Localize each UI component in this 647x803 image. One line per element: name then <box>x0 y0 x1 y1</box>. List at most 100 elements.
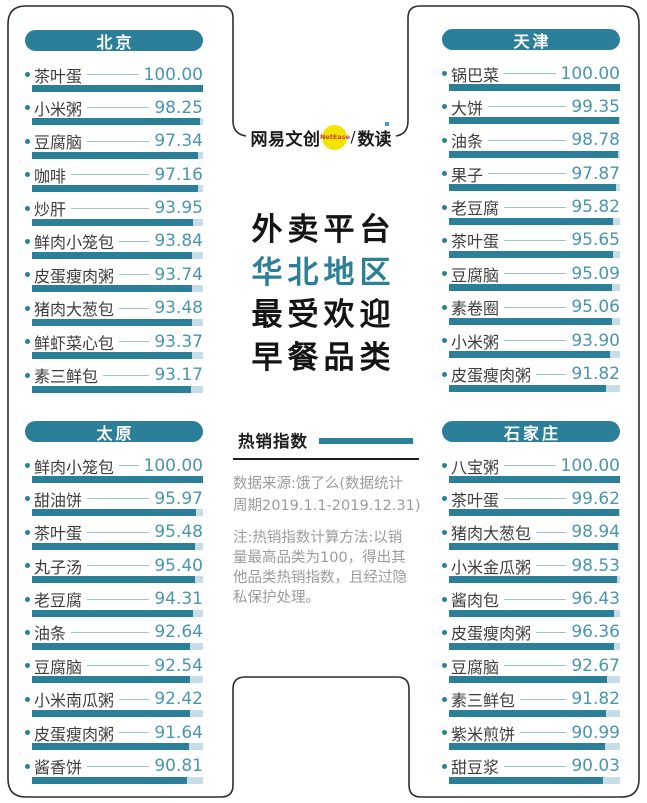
bullet-icon <box>442 596 447 602</box>
bar-fill <box>449 709 606 717</box>
item-row: 甜豆浆 90.03 <box>442 756 620 789</box>
item-row: 酱香饼 90.81 <box>25 756 203 789</box>
item-row-top: 豆腐脑 97.34 <box>25 131 203 152</box>
item-value: 99.62 <box>571 488 620 509</box>
item-label: 皮蛋瘦肉粥 <box>451 366 532 386</box>
bar-track <box>449 642 620 650</box>
item-row-top: 豆腐脑 92.67 <box>442 655 620 677</box>
logo-sub-label: 数读 <box>357 129 392 150</box>
item-value: 98.53 <box>571 555 620 576</box>
item-row: 猪肉大葱包 93.48 <box>25 298 203 331</box>
city-panel-tianjin: 天津 锅巴菜 100.00 大饼 99.35 油条 98.78 <box>442 29 620 397</box>
leader-line <box>504 306 567 308</box>
bullet-icon <box>25 596 30 602</box>
netease-logo: 网易文创 NetEase / 数读 <box>233 121 409 151</box>
netease-badge-icon: NetEase <box>319 124 350 150</box>
logo-badge-text: NetEase <box>319 133 350 141</box>
bar-track <box>32 642 203 650</box>
item-label: 豆腐脑 <box>34 657 83 677</box>
item-row: 八宝粥 100.00 <box>442 455 620 488</box>
leader-line <box>119 698 150 700</box>
panel-body: 八宝粥 100.00 茶叶蛋 99.62 猪肉大葱包 98.94 <box>442 455 620 789</box>
bar-fill <box>449 351 610 359</box>
item-value: 96.36 <box>571 622 620 643</box>
item-value: 94.31 <box>154 589 203 610</box>
leader-line <box>119 341 150 343</box>
item-row-top: 皮蛋瘦肉粥 96.36 <box>442 622 620 643</box>
item-row-top: 猪肉大葱包 93.48 <box>25 298 203 319</box>
bar-track <box>449 676 620 684</box>
bullet-icon <box>25 496 30 502</box>
bar-fill <box>449 117 619 125</box>
leader-line <box>119 240 150 242</box>
item-row-top: 素三鲜包 91.82 <box>442 689 620 710</box>
item-label: 素三鲜包 <box>451 691 516 711</box>
item-value: 92.42 <box>154 689 203 710</box>
bar-fill <box>449 743 605 751</box>
item-row: 锅巴菜 100.00 <box>442 63 620 96</box>
item-label: 果子 <box>451 165 484 185</box>
item-label: 豆腐脑 <box>34 133 83 153</box>
item-label: 素卷圈 <box>451 299 500 319</box>
bullet-icon <box>25 463 30 468</box>
item-value: 97.87 <box>571 163 620 184</box>
item-row: 豆腐脑 97.34 <box>25 131 203 164</box>
panel-body: 茶叶蛋 100.00 小米粥 98.25 豆腐脑 97.34 <box>25 64 203 398</box>
item-value: 93.95 <box>154 198 203 219</box>
bar-track <box>449 576 620 584</box>
item-value: 98.94 <box>571 522 620 543</box>
bullet-icon <box>442 304 447 310</box>
title-line-3: 最受欢迎 <box>251 297 396 333</box>
item-label: 酱肉包 <box>451 591 500 611</box>
bar-track <box>449 509 620 517</box>
bar-track <box>32 218 203 226</box>
bullet-icon <box>25 272 30 278</box>
item-row-top: 豆腐脑 92.54 <box>25 655 203 677</box>
leader-line <box>504 206 567 208</box>
item-value: 98.78 <box>571 130 620 151</box>
leader-line <box>488 139 567 141</box>
bar-fill <box>32 709 191 717</box>
city-pill-label: 太原 <box>96 423 135 443</box>
bar-track <box>449 743 620 751</box>
bullet-icon <box>442 563 447 569</box>
item-row-top: 油条 92.64 <box>25 622 203 643</box>
bar-fill <box>32 609 194 617</box>
item-row: 炒肝 93.95 <box>25 198 203 231</box>
bullet-icon <box>25 763 30 769</box>
city-panel-taiyuan: 太原 鲜肉小笼包 100.00 甜油饼 95.97 茶叶蛋 95.48 <box>25 421 203 789</box>
leader-line <box>87 765 150 767</box>
leader-line <box>87 665 150 667</box>
bar-track <box>32 676 203 684</box>
item-value: 99.35 <box>571 96 620 117</box>
item-row: 茶叶蛋 100.00 <box>25 64 203 97</box>
bullet-icon <box>25 205 30 211</box>
item-label: 鲜肉小笼包 <box>34 457 115 477</box>
item-row-top: 甜豆浆 90.03 <box>442 756 620 777</box>
bar-track <box>32 185 203 193</box>
item-value: 93.48 <box>154 298 203 319</box>
item-row: 豆腐脑 92.54 <box>25 655 203 688</box>
bar-fill <box>32 218 193 226</box>
item-row-top: 茶叶蛋 95.48 <box>25 522 203 543</box>
item-row-top: 小米金瓜粥 98.53 <box>442 555 620 577</box>
divider-line <box>233 458 419 460</box>
item-value: 96.43 <box>571 589 620 610</box>
item-label: 茶叶蛋 <box>34 66 83 86</box>
leader-line <box>488 106 567 108</box>
item-value: 91.82 <box>571 689 620 710</box>
item-row-top: 果子 97.87 <box>442 163 620 185</box>
item-row-top: 小米南瓜粥 92.42 <box>25 689 203 710</box>
item-row-top: 大饼 99.35 <box>442 96 620 118</box>
bar-fill <box>32 285 193 293</box>
item-row-top: 锅巴菜 100.00 <box>442 63 620 85</box>
item-row-top: 油条 98.78 <box>442 130 620 151</box>
item-label: 酱香饼 <box>34 758 83 778</box>
bar-track <box>32 609 203 617</box>
leader-line <box>87 140 150 142</box>
note-line: 私保护处理。 <box>233 590 320 606</box>
bar-track <box>32 576 203 584</box>
leader-line <box>504 340 567 342</box>
item-row-top: 甜油饼 95.97 <box>25 488 203 510</box>
